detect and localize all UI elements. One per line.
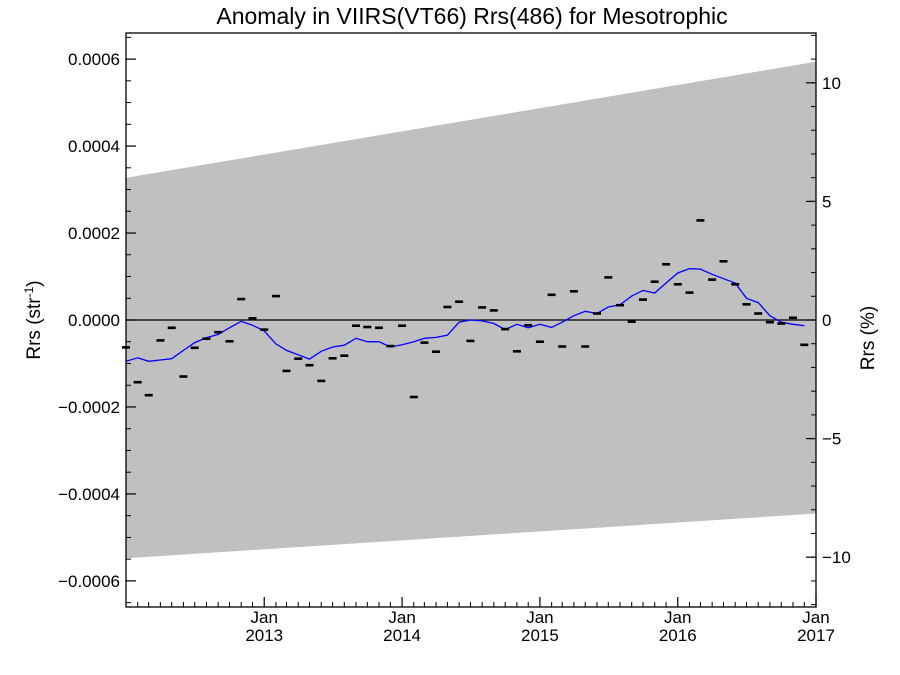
anomaly-marker <box>685 291 694 294</box>
anomaly-marker <box>547 293 556 297</box>
anomaly-marker <box>144 393 153 397</box>
right-axis-tick-label: −5 <box>822 430 841 449</box>
right-axis-tick-label: −10 <box>822 548 851 567</box>
left-axis-label: Rrs (str-1) <box>22 280 45 359</box>
anomaly-marker <box>271 294 280 298</box>
anomaly-marker <box>432 350 441 353</box>
anomaly-marker <box>627 320 636 323</box>
anomaly-marker <box>478 306 487 309</box>
anomaly-marker <box>420 341 429 344</box>
anomaly-marker <box>133 380 142 384</box>
anomaly-marker <box>237 297 246 301</box>
anomaly-marker <box>719 260 728 263</box>
anomaly-marker <box>375 326 383 330</box>
anomaly-marker <box>581 345 590 348</box>
anomaly-marker <box>489 309 498 312</box>
anomaly-marker <box>754 312 763 315</box>
chart-title: Anomaly in VIIRS(VT66) Rrs(486) for Meso… <box>216 3 727 29</box>
anomaly-marker <box>777 322 786 325</box>
right-axis-label: Rrs (%) <box>858 306 879 370</box>
anomaly-marker <box>800 343 809 347</box>
left-axis-tick-label: −0.0004 <box>58 485 120 504</box>
anomaly-marker <box>765 320 774 324</box>
anomaly-marker <box>248 317 257 320</box>
bottom-axis-tick-month: Jan <box>664 608 691 627</box>
anomaly-marker <box>282 369 291 373</box>
right-axis-tick-label: 10 <box>822 74 841 93</box>
anomaly-marker <box>742 303 751 306</box>
anomaly-marker <box>179 375 188 378</box>
left-axis-tick-label: −0.0006 <box>58 572 120 591</box>
right-axis-tick-label: 0 <box>822 311 831 330</box>
anomaly-marker <box>260 328 269 331</box>
bottom-axis-tick-year: 2017 <box>797 626 835 645</box>
left-axis-label-exponent: -1 <box>22 286 36 297</box>
uncertainty-envelope <box>126 61 816 559</box>
bottom-axis-tick-year: 2013 <box>245 626 283 645</box>
left-axis-tick-label: 0.0006 <box>68 50 120 69</box>
anomaly-marker <box>558 345 567 348</box>
left-axis: 0.0006 0.0004 0.0002 0.0000 −0.0002 −0.0004 −0… <box>58 36 136 604</box>
anomaly-marker <box>363 325 372 329</box>
left-axis-tick-label: −0.0002 <box>58 398 120 417</box>
right-axis-tick-label: 5 <box>822 192 831 211</box>
anomaly-marker <box>501 327 510 331</box>
anomaly-marker <box>789 316 797 320</box>
anomaly-marker <box>443 305 452 309</box>
bottom-axis-tick-year: 2015 <box>521 626 559 645</box>
anomaly-marker <box>317 379 326 383</box>
anomaly-marker <box>512 350 521 353</box>
anomaly-marker <box>604 276 613 279</box>
anomaly-marker <box>593 312 601 315</box>
anomaly-marker <box>616 303 624 307</box>
anomaly-marker <box>650 280 659 283</box>
anomaly-marker <box>156 339 165 342</box>
bottom-axis-tick-month: Jan <box>802 608 829 627</box>
anomaly-marker <box>409 395 418 399</box>
bottom-axis-tick-month: Jan <box>526 608 553 627</box>
anomaly-marker <box>535 340 544 343</box>
anomaly-marker <box>167 326 176 330</box>
anomaly-marker <box>569 290 578 293</box>
left-axis-tick-label: 0.0000 <box>68 311 120 330</box>
anomaly-marker <box>294 357 303 360</box>
plot-area <box>122 61 816 559</box>
anomaly-marker <box>328 357 337 360</box>
anomaly-marker <box>455 300 464 303</box>
left-axis-tick-label: 0.0004 <box>68 137 120 156</box>
left-axis-tick-label: 0.0002 <box>68 224 120 243</box>
anomaly-marker <box>673 283 682 286</box>
anomaly-marker <box>225 340 234 343</box>
right-axis: 10 5 0 −5 −10 <box>806 34 851 606</box>
anomaly-marker <box>524 323 533 327</box>
bottom-axis-tick-month: Jan <box>388 608 415 627</box>
trend-line <box>125 268 805 362</box>
anomaly-marker <box>639 298 647 301</box>
left-axis-label-close: ) <box>24 280 45 286</box>
anomaly-marker <box>696 219 705 222</box>
anomaly-marker <box>398 324 407 327</box>
anomaly-marker <box>214 330 223 334</box>
anomaly-marker <box>305 363 314 367</box>
anomaly-marker <box>190 346 199 350</box>
anomaly-marker <box>708 278 717 281</box>
bottom-axis-tick-year: 2014 <box>383 626 421 645</box>
anomaly-marker <box>202 337 211 340</box>
anomaly-marker <box>662 263 671 266</box>
anomaly-marker <box>340 354 349 357</box>
anomaly-marker <box>352 324 360 327</box>
left-axis-label-text: Rrs (str <box>24 297 45 360</box>
anomaly-marker <box>386 344 395 348</box>
anomaly-markers <box>122 219 809 399</box>
anomaly-marker <box>466 339 475 343</box>
bottom-axis-tick-year: 2016 <box>659 626 697 645</box>
bottom-axis-tick-month: Jan <box>251 608 278 627</box>
anomaly-marker <box>731 283 740 286</box>
